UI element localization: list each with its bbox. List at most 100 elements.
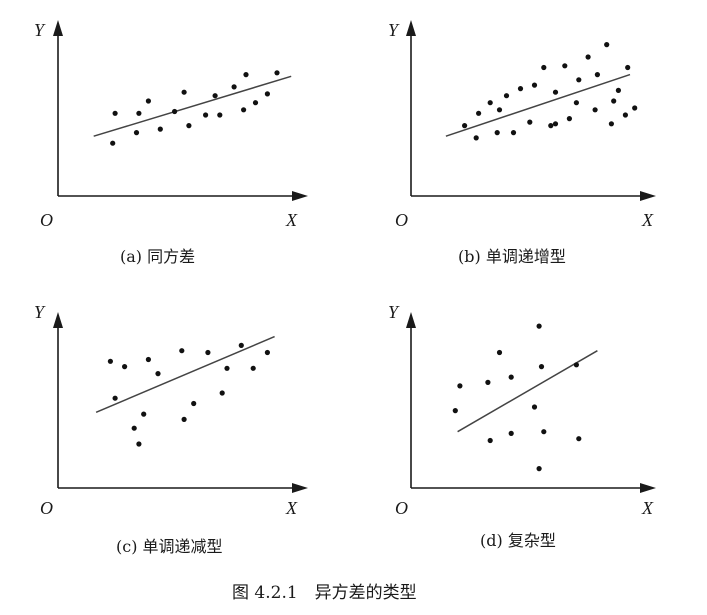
data-point-13 <box>552 89 559 95</box>
panel-increasing: Y X O (b) 单调递增型 <box>388 20 656 266</box>
data-point-13 <box>231 84 237 90</box>
data-point-13 <box>219 390 225 396</box>
data-point-6 <box>136 441 142 447</box>
x-axis-arrow-icon <box>640 191 656 201</box>
x-axis-label: X <box>641 498 654 518</box>
data-point-22 <box>615 87 622 93</box>
fit-line <box>95 335 275 413</box>
data-point-2 <box>110 140 116 146</box>
y-axis-label: Y <box>34 20 46 40</box>
data-point-7 <box>510 130 517 136</box>
data-point-23 <box>622 112 629 118</box>
data-point-16 <box>243 72 249 78</box>
data-point-2 <box>473 135 479 141</box>
x-axis-label: X <box>285 498 298 518</box>
data-point-9 <box>536 323 542 329</box>
data-point-17 <box>264 91 270 97</box>
x-axis-arrow-icon <box>292 483 308 493</box>
data-point-8 <box>531 404 538 410</box>
data-point-1 <box>112 110 118 116</box>
panel-caption: (b) 单调递增型 <box>458 247 566 266</box>
data-point-14 <box>562 63 568 69</box>
origin-label: O <box>395 498 408 518</box>
data-point-20 <box>604 42 610 48</box>
y-axis-label: Y <box>388 302 400 322</box>
data-point-15 <box>238 342 244 348</box>
y-axis-arrow-icon <box>53 312 63 328</box>
data-point-24 <box>625 64 631 71</box>
data-point-11 <box>212 93 218 99</box>
data-point-26 <box>494 130 500 136</box>
data-point-6 <box>508 374 514 380</box>
data-point-29 <box>611 98 617 104</box>
data-point-3 <box>122 364 128 370</box>
data-point-5 <box>496 107 503 113</box>
data-point-18 <box>274 70 280 76</box>
data-point-4 <box>487 100 493 106</box>
data-point-10 <box>203 112 209 118</box>
data-point-15 <box>566 116 573 122</box>
origin-label: O <box>395 210 408 230</box>
data-point-4 <box>487 437 493 444</box>
data-point-10 <box>531 82 538 88</box>
panel-complex: Y X O (d) 复杂型 <box>388 302 656 550</box>
data-point-14 <box>576 436 582 442</box>
y-axis-arrow-icon <box>406 20 416 36</box>
fit-line <box>445 73 631 137</box>
data-point-6 <box>503 93 510 99</box>
data-point-14 <box>241 107 247 113</box>
data-point-11 <box>541 64 547 71</box>
data-point-12 <box>205 349 211 356</box>
data-point-8 <box>181 89 187 95</box>
data-point-12 <box>217 112 223 118</box>
y-axis-arrow-icon <box>53 20 63 36</box>
data-point-2 <box>457 383 463 389</box>
origin-label: O <box>40 210 53 230</box>
data-point-15 <box>252 100 259 106</box>
data-point-9 <box>179 348 185 354</box>
data-point-7 <box>508 430 514 436</box>
y-axis-label: Y <box>34 302 46 322</box>
data-point-19 <box>594 72 601 78</box>
data-point-3 <box>476 110 482 116</box>
data-point-17 <box>264 349 270 356</box>
data-point-1 <box>462 123 468 129</box>
data-point-3 <box>133 130 140 136</box>
y-axis-arrow-icon <box>406 312 416 328</box>
scatter-points <box>110 70 280 146</box>
data-point-10 <box>536 466 542 472</box>
data-point-1 <box>107 358 113 364</box>
data-point-11 <box>191 400 197 407</box>
data-point-1 <box>452 408 458 414</box>
y-axis-label: Y <box>388 20 400 40</box>
figure-caption: 图 4.2.1 异方差的类型 <box>232 583 417 603</box>
data-point-14 <box>224 365 230 371</box>
x-axis-arrow-icon <box>640 483 656 493</box>
data-point-16 <box>250 365 256 371</box>
origin-label: O <box>40 498 53 518</box>
data-point-28 <box>573 100 580 106</box>
data-point-9 <box>186 123 192 129</box>
fit-line <box>93 75 292 137</box>
data-point-4 <box>136 110 142 116</box>
scatter-points <box>107 342 270 447</box>
data-point-12 <box>548 123 554 129</box>
data-point-17 <box>585 54 591 60</box>
data-point-5 <box>145 356 151 363</box>
data-point-4 <box>131 425 137 431</box>
panel-caption: (c) 单调递减型 <box>116 537 223 556</box>
data-point-7 <box>172 108 178 115</box>
data-point-18 <box>592 107 598 113</box>
x-axis-label: X <box>641 210 654 230</box>
data-point-12 <box>538 364 545 370</box>
data-point-5 <box>496 349 503 356</box>
data-point-27 <box>552 121 559 127</box>
scatter-points <box>452 323 582 472</box>
x-axis-label: X <box>285 210 298 230</box>
data-point-2 <box>112 395 118 401</box>
data-point-9 <box>527 119 533 125</box>
data-point-3 <box>485 379 491 385</box>
panel-caption: (d) 复杂型 <box>480 531 556 550</box>
data-point-13 <box>573 362 580 368</box>
data-point-16 <box>576 77 582 83</box>
